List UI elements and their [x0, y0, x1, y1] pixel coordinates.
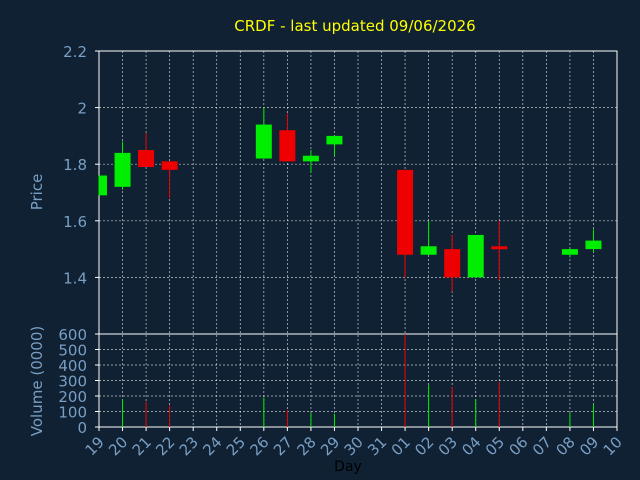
- day-tick-label: 28: [294, 433, 320, 459]
- day-tick-label: 10: [600, 433, 626, 459]
- day-tick-label: 25: [223, 433, 249, 459]
- day-tick-label: 26: [246, 433, 272, 459]
- price-tick-label: 1.4: [63, 269, 87, 287]
- candle-body: [138, 150, 154, 167]
- candle-body: [279, 130, 295, 161]
- day-tick-label: 01: [388, 433, 414, 459]
- day-tick-label: 24: [199, 433, 225, 459]
- day-tick-label: 09: [576, 433, 602, 459]
- price-axis-label: Price: [28, 174, 46, 211]
- grid-lines: [99, 51, 617, 427]
- candle-body: [397, 170, 413, 255]
- day-tick-label: 06: [505, 433, 531, 459]
- day-tick-label: 27: [270, 433, 296, 459]
- volume-axis-label: Volume (0000): [28, 326, 46, 436]
- day-tick-label: 30: [341, 433, 367, 459]
- x-axis-label: Day: [334, 459, 362, 475]
- day-tick-label: 23: [176, 433, 202, 459]
- chart-title: CRDF - last updated 09/06/2026: [234, 17, 475, 35]
- day-tick-label: 22: [152, 433, 178, 459]
- candle-body: [491, 246, 507, 249]
- day-tick-label: 04: [458, 433, 484, 459]
- day-tick-label: 21: [129, 433, 155, 459]
- day-tick-label: 03: [435, 433, 461, 459]
- day-tick-label: 08: [553, 433, 579, 459]
- candle-body: [326, 136, 342, 144]
- candle-body: [444, 249, 460, 277]
- candle-body: [99, 176, 107, 196]
- candle-body: [115, 153, 131, 187]
- tick-labels: 2.221.81.61.4600500400300200100019202122…: [58, 43, 625, 459]
- volume-tick-label: 0: [77, 419, 87, 437]
- price-tick-label: 1.6: [63, 213, 87, 231]
- candle-body: [162, 161, 178, 169]
- candle-body: [303, 156, 319, 162]
- day-tick-label: 19: [82, 433, 108, 459]
- price-tick-label: 1.8: [63, 156, 87, 174]
- candle-body: [562, 249, 578, 255]
- day-tick-label: 02: [411, 433, 437, 459]
- day-tick-label: 07: [529, 433, 555, 459]
- day-tick-label: 29: [317, 433, 343, 459]
- candle-body: [585, 241, 601, 249]
- candle-body: [468, 235, 484, 277]
- day-tick-label: 05: [482, 433, 508, 459]
- candle-body: [421, 246, 437, 254]
- day-tick-label: 31: [364, 433, 390, 459]
- price-tick-label: 2: [77, 100, 87, 118]
- axes: [95, 51, 617, 431]
- candle-body: [256, 125, 272, 159]
- candles: [99, 108, 601, 292]
- day-tick-label: 20: [105, 433, 131, 459]
- price-tick-label: 2.2: [63, 43, 87, 61]
